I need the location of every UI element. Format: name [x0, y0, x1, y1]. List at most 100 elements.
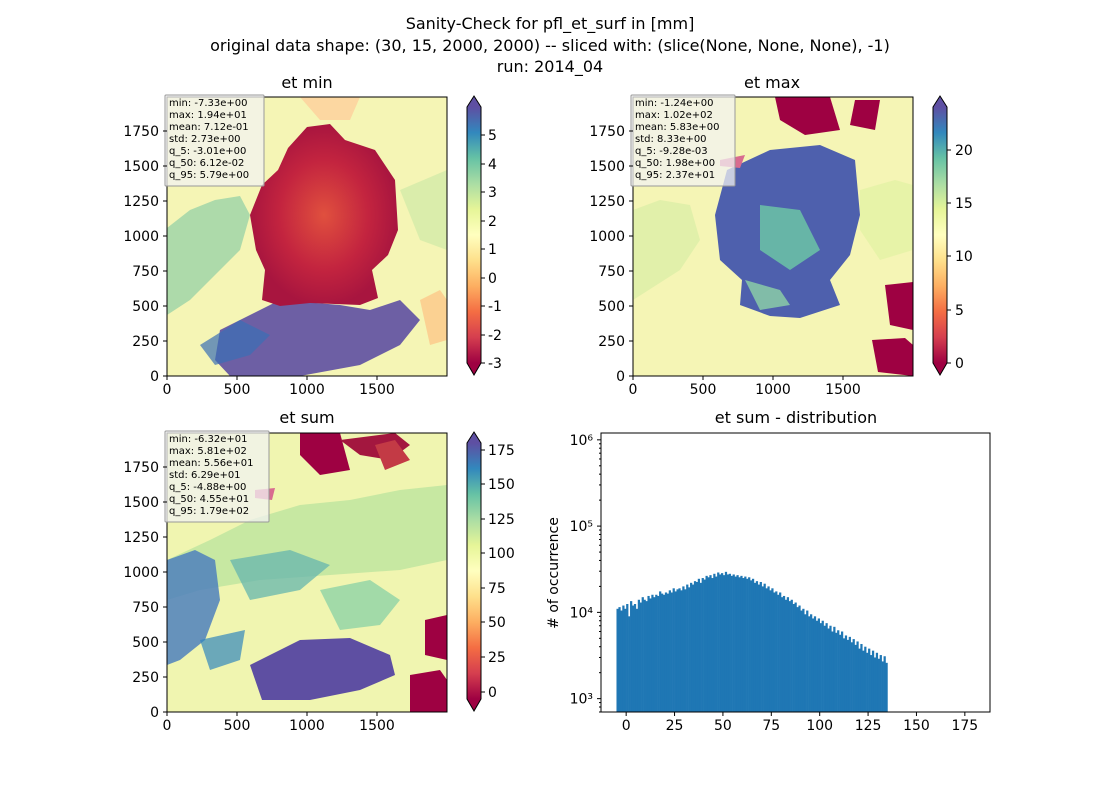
y-axis: 0 250 500 750 1000 1250 1500 1750: [123, 460, 167, 721]
histogram-bar: [728, 573, 731, 712]
y-tick-label: 1250: [589, 194, 625, 210]
x-tick: 75: [762, 712, 780, 734]
colorbar-tick-label: 1: [488, 242, 497, 258]
x-tick: 150: [903, 712, 930, 734]
histogram-bar: [697, 578, 701, 712]
colorbar-tick-label: 125: [488, 512, 515, 528]
x-axis: 0 500 1000 1500: [629, 376, 861, 398]
x-tick-label: 500: [224, 382, 251, 398]
histogram-bar: [813, 616, 817, 712]
y-tick: 0: [150, 369, 167, 385]
colorbar-tick: 50: [481, 615, 506, 631]
y-tick: 250: [132, 334, 167, 350]
histogram-bar: [680, 590, 683, 712]
histogram-bar: [734, 576, 737, 712]
histogram-bar: [827, 628, 830, 712]
histogram-bar: [740, 575, 743, 712]
histogram-bar: [628, 616, 631, 712]
y-tick-label: 1250: [123, 194, 159, 210]
histogram-bar: [690, 582, 693, 712]
x-tick-label: 1500: [359, 382, 395, 398]
histogram-bar: [633, 604, 637, 712]
histogram-bar: [788, 601, 791, 712]
histogram-bar: [676, 589, 679, 712]
stat-line: max: 5.81e+02: [169, 446, 247, 457]
stat-line: q_95: 2.37e+01: [635, 170, 715, 181]
y-tick: 0: [616, 369, 633, 385]
y-tick-label: 1750: [123, 124, 159, 140]
x-tick: 1500: [359, 376, 395, 398]
colorbar: 0 5 10 15 20: [932, 95, 973, 376]
colorbar-tick-label: -3: [488, 356, 502, 372]
colorbar-tick-label: 5: [955, 303, 964, 319]
x-tick: 500: [690, 376, 716, 398]
histogram-bar: [860, 643, 863, 712]
histogram-bar: [666, 593, 670, 712]
x-tick-label: 125: [855, 718, 882, 734]
y-tick: 1250: [589, 194, 633, 210]
histogram-bar: [870, 655, 873, 712]
histogram-bar: [790, 599, 793, 712]
y-tick-label: 1000: [123, 229, 159, 245]
histogram-frame: [600, 432, 991, 713]
stat-line: std: 8.33e+00: [635, 134, 707, 145]
figure-title-line-3: run: 2014_04: [497, 57, 603, 77]
histogram-bar: [624, 608, 627, 712]
histogram-bar: [873, 657, 877, 712]
y-tick-label: 250: [132, 334, 159, 350]
x-tick: 1000: [755, 376, 791, 398]
x-tick: 1000: [289, 712, 325, 734]
histogram-bar: [806, 610, 809, 712]
colorbar-tick: 2: [481, 214, 497, 230]
x-tick-label: 1000: [289, 718, 325, 734]
stat-line: q_5: -4.88e+00: [169, 482, 246, 493]
x-axis: 0 25 50 75 100 125 150 175: [622, 712, 978, 734]
x-tick-label: 1000: [289, 382, 325, 398]
colorbar-tick: 5: [481, 128, 497, 144]
colorbar-tick: 75: [481, 581, 506, 597]
y-tick: 750: [598, 264, 633, 280]
y-tick-label: 1750: [123, 460, 159, 476]
stat-line: min: -6.32e+01: [169, 434, 248, 445]
histogram-bar: [738, 577, 741, 712]
y-tick: 1750: [589, 124, 633, 140]
histogram-bar: [808, 616, 811, 712]
y-tick: 250: [598, 334, 633, 350]
colorbar-tick: 150: [481, 477, 515, 493]
y-tick-label: 500: [132, 635, 159, 651]
x-tick-label: 100: [806, 718, 833, 734]
panel-et-sum: et sum min: -6.32e+01 max: 5.81e+02 mean…: [123, 408, 514, 734]
stats-box: min: -7.33e+00 max: 1.94e+01 mean: 7.12e…: [164, 94, 265, 187]
y-tick: 10⁴: [570, 605, 601, 621]
colorbar-tick: 0: [481, 685, 497, 701]
histogram-bar: [833, 626, 836, 712]
colorbar-tick-label: 2: [488, 214, 497, 230]
histogram-bar: [626, 604, 629, 712]
y-tick-label: 1000: [123, 565, 159, 581]
histogram-bar: [864, 646, 867, 712]
histogram-bar: [775, 591, 778, 712]
histogram-bar: [817, 618, 820, 712]
histogram-bar: [717, 572, 720, 712]
y-tick: 10⁵: [570, 519, 601, 535]
colorbar-tick: 20: [947, 143, 973, 159]
histogram-bar: [784, 599, 788, 712]
stat-line: q_50: 4.55e+01: [169, 494, 249, 505]
histogram-bar: [699, 582, 702, 712]
histogram-bar: [856, 641, 859, 712]
x-tick-label: 75: [762, 718, 780, 734]
histogram-bar: [719, 574, 722, 712]
stat-line: min: -7.33e+00: [169, 98, 248, 109]
histogram-bar: [802, 608, 805, 712]
histogram-bar: [819, 623, 822, 712]
histogram-bar: [835, 632, 838, 712]
histogram-bar: [618, 607, 621, 712]
y-tick-label: 0: [150, 705, 159, 721]
colorbar-tick: 125: [481, 512, 515, 528]
y-tick-label: 1000: [589, 229, 625, 245]
x-tick-label: 500: [224, 718, 251, 734]
colorbar-tick: 3: [481, 185, 497, 201]
panel-et-max: et max min: -1.24e+00 max: 1.02e+02 mean…: [589, 73, 972, 398]
x-tick-label: 25: [666, 718, 684, 734]
histogram-bar: [751, 578, 755, 712]
